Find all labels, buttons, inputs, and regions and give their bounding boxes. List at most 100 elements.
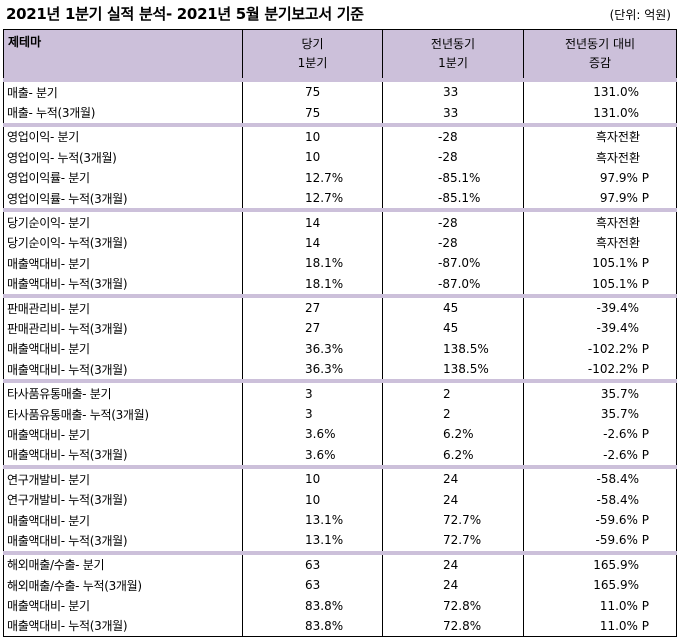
table-row: 매출- 누적(3개월) 75 33 131.0%: [3, 102, 677, 125]
header-prior: 전년동기 1분기: [382, 29, 524, 81]
row-label: 해외매출/수출- 분기: [3, 550, 243, 575]
current-quarter-value: 36.3%: [242, 359, 383, 382]
current-quarter-value: 83.8%: [242, 615, 383, 637]
yoy-change-value: 105.1% P: [523, 273, 677, 296]
yoy-change-value: 131.0%: [523, 77, 677, 103]
yoy-change-value: 35.7%: [523, 403, 677, 425]
table-row: 당기순이익- 분기 14 -28 흑자전환: [3, 208, 677, 233]
row-label: 매출액대비- 누적(3개월): [3, 530, 243, 553]
prior-year-value: 2: [382, 403, 524, 425]
row-label: 매출- 분기: [3, 77, 243, 103]
table-row: 타사품유통매출- 누적(3개월) 3 2 35.7%: [3, 403, 677, 425]
current-quarter-value: 75: [242, 77, 383, 103]
table-row: 매출액대비- 분기 18.1% -87.0% 105.1% P: [3, 253, 677, 274]
yoy-change-value: 11.0% P: [523, 615, 677, 637]
prior-year-value: 138.5%: [382, 359, 524, 382]
row-label: 연구개발비- 누적(3개월): [3, 489, 243, 510]
table-row: 타사품유통매출- 분기 3 2 35.7%: [3, 379, 677, 404]
header-current: 당기 1분기: [242, 29, 383, 81]
current-quarter-value: 12.7%: [242, 187, 383, 211]
table-row: 영업이익률- 분기 12.7% -85.1% 97.9% P: [3, 167, 677, 188]
row-label: 판매관리비- 분기: [3, 293, 243, 319]
prior-year-value: 6.2%: [382, 424, 524, 445]
table-row: 매출액대비- 분기 3.6% 6.2% -2.6% P: [3, 424, 677, 445]
table-row: 해외매출/수출- 누적(3개월) 63 24 165.9%: [3, 574, 677, 596]
earnings-table: 제테마 당기 1분기 전년동기 1분기 전년동기 대비 증감 매출- 분기 75 3…: [3, 29, 677, 637]
yoy-change-value: 165.9%: [523, 574, 677, 596]
current-quarter-value: 18.1%: [242, 253, 383, 274]
current-quarter-value: 3.6%: [242, 444, 383, 468]
row-label: 타사품유통매출- 누적(3개월): [3, 403, 243, 425]
table-row: 영업이익률- 누적(3개월) 12.7% -85.1% 97.9% P: [3, 187, 677, 211]
row-label: 매출- 누적(3개월): [3, 102, 243, 125]
table-row: 해외매출/수출- 분기 63 24 165.9%: [3, 550, 677, 575]
table-row: 매출액대비- 분기 13.1% 72.7% -59.6% P: [3, 509, 677, 531]
prior-year-value: 138.5%: [382, 338, 524, 360]
yoy-change-value: 흑자전환: [523, 147, 677, 168]
table-row: 매출액대비- 분기 83.8% 72.8% 11.0% P: [3, 595, 677, 616]
prior-year-value: -28: [382, 147, 524, 168]
current-quarter-value: 14: [242, 232, 383, 254]
prior-year-value: 33: [382, 102, 524, 125]
prior-year-value: -28: [382, 122, 524, 148]
prior-year-value: 72.8%: [382, 615, 524, 637]
yoy-change-value: -39.4%: [523, 293, 677, 319]
table-row: 매출액대비- 누적(3개월) 13.1% 72.7% -59.6% P: [3, 530, 677, 553]
yoy-change-value: 97.9% P: [523, 167, 677, 188]
row-label: 당기순이익- 분기: [3, 208, 243, 233]
prior-year-value: 24: [382, 489, 524, 510]
current-quarter-value: 10: [242, 122, 383, 148]
row-label: 영업이익- 누적(3개월): [3, 147, 243, 168]
prior-year-value: 24: [382, 574, 524, 596]
yoy-change-value: -58.4%: [523, 489, 677, 510]
table-row: 당기순이익- 누적(3개월) 14 -28 흑자전환: [3, 232, 677, 254]
current-quarter-value: 83.8%: [242, 595, 383, 616]
current-quarter-value: 3: [242, 403, 383, 425]
prior-year-value: 72.7%: [382, 509, 524, 531]
row-label: 해외매출/수출- 누적(3개월): [3, 574, 243, 596]
yoy-change-value: 흑자전환: [523, 208, 677, 233]
current-quarter-value: 10: [242, 464, 383, 490]
header-current-line2: 1분기: [297, 56, 328, 70]
yoy-change-value: 흑자전환: [523, 122, 677, 148]
current-quarter-value: 3.6%: [242, 424, 383, 445]
row-label: 연구개발비- 분기: [3, 464, 243, 490]
row-label: 매출액대비- 누적(3개월): [3, 273, 243, 296]
yoy-change-value: -58.4%: [523, 464, 677, 490]
row-label: 매출액대비- 분기: [3, 509, 243, 531]
prior-year-value: 72.7%: [382, 530, 524, 553]
prior-year-value: -87.0%: [382, 273, 524, 296]
current-quarter-value: 13.1%: [242, 509, 383, 531]
row-label: 매출액대비- 분기: [3, 338, 243, 360]
header-prior-line2: 1분기: [438, 56, 468, 70]
prior-year-value: -87.0%: [382, 253, 524, 274]
yoy-change-value: -102.2% P: [523, 359, 677, 382]
row-label: 판매관리비- 누적(3개월): [3, 318, 243, 339]
current-quarter-value: 63: [242, 574, 383, 596]
yoy-change-value: -59.6% P: [523, 509, 677, 531]
row-label: 매출액대비- 분기: [3, 595, 243, 616]
prior-year-value: -85.1%: [382, 167, 524, 188]
current-quarter-value: 10: [242, 147, 383, 168]
yoy-change-value: 165.9%: [523, 550, 677, 575]
header-change: 전년동기 대비 증감: [523, 29, 677, 81]
yoy-change-value: -102.2% P: [523, 338, 677, 360]
report-header: 2021년 1분기 실적 분석- 2021년 5월 분기보고서 기준 (단위: …: [0, 0, 679, 28]
current-quarter-value: 27: [242, 318, 383, 339]
row-label: 매출액대비- 분기: [3, 424, 243, 445]
table-row: 매출액대비- 누적(3개월) 18.1% -87.0% 105.1% P: [3, 273, 677, 296]
prior-year-value: 72.8%: [382, 595, 524, 616]
current-quarter-value: 13.1%: [242, 530, 383, 553]
table-row: 판매관리비- 분기 27 45 -39.4%: [3, 293, 677, 319]
unit-label: (단위: 억원): [609, 8, 671, 22]
row-label: 타사품유통매출- 분기: [3, 379, 243, 404]
table-row: 매출액대비- 분기 36.3% 138.5% -102.2% P: [3, 338, 677, 360]
row-label: 당기순이익- 누적(3개월): [3, 232, 243, 254]
yoy-change-value: 97.9% P: [523, 187, 677, 211]
report-title: 2021년 1분기 실적 분석- 2021년 5월 분기보고서 기준: [6, 5, 364, 23]
table-row: 매출액대비- 누적(3개월) 83.8% 72.8% 11.0% P: [3, 615, 677, 637]
yoy-change-value: -39.4%: [523, 318, 677, 339]
table-header-row: 제테마 당기 1분기 전년동기 1분기 전년동기 대비 증감: [3, 29, 677, 81]
row-label: 영업이익률- 분기: [3, 167, 243, 188]
yoy-change-value: 11.0% P: [523, 595, 677, 616]
